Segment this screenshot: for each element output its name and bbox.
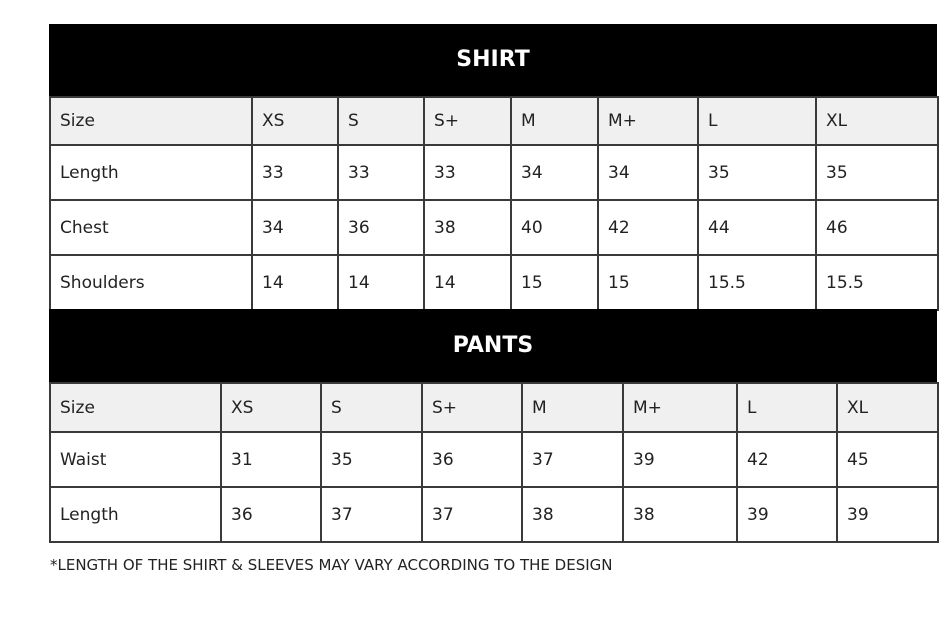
table-cell: 34 <box>251 199 339 256</box>
table-cell: M+ <box>622 382 738 433</box>
header-row: Size XS S S+ M M+ L XL <box>49 382 939 433</box>
table-cell: 36 <box>421 431 523 488</box>
table-cell: 37 <box>421 486 523 543</box>
table-cell: 40 <box>510 199 599 256</box>
table-cell: 34 <box>510 144 599 201</box>
pants-size-table: PANTS Size XS S S+ M M+ L XL Waist 31 35 36 37 39 42 45… <box>49 309 939 543</box>
row-label: Shoulders <box>49 254 253 311</box>
table-cell: 14 <box>337 254 425 311</box>
shirt-title: SHIRT <box>49 24 937 96</box>
table-cell: 38 <box>521 486 624 543</box>
table-cell: 15 <box>597 254 699 311</box>
table-cell: XS <box>220 382 322 433</box>
table-row: Length 36 37 37 38 38 39 39 <box>49 486 939 543</box>
table-cell: XL <box>836 382 939 433</box>
table-cell: 34 <box>597 144 699 201</box>
table-cell: 33 <box>337 144 425 201</box>
table-cell: 15.5 <box>815 254 939 311</box>
table-cell: 38 <box>423 199 512 256</box>
table-cell: L <box>736 382 838 433</box>
table-cell: S <box>337 96 425 146</box>
shirt-size-table: SHIRT Size XS S S+ M M+ L XL Length 33 33 33 34 34 35 3… <box>49 24 939 311</box>
table-cell: S <box>320 382 423 433</box>
shirt-table: Size XS S S+ M M+ L XL Length 33 33 33 34 34 35 35 Chest… <box>49 96 939 311</box>
table-cell: M <box>521 382 624 433</box>
row-label: Length <box>49 486 222 543</box>
table-cell: 15.5 <box>697 254 817 311</box>
table-cell: 46 <box>815 199 939 256</box>
row-label: Chest <box>49 199 253 256</box>
table-cell: 36 <box>220 486 322 543</box>
table-cell: M <box>510 96 599 146</box>
row-label: Waist <box>49 431 222 488</box>
table-cell: 44 <box>697 199 817 256</box>
table-cell: S+ <box>423 96 512 146</box>
pants-title: PANTS <box>49 309 937 382</box>
table-cell: 45 <box>836 431 939 488</box>
row-label: Length <box>49 144 253 201</box>
table-cell: 14 <box>423 254 512 311</box>
table-cell: S+ <box>421 382 523 433</box>
table-row: Waist 31 35 36 37 39 42 45 <box>49 431 939 488</box>
table-cell: 31 <box>220 431 322 488</box>
table-cell: 35 <box>697 144 817 201</box>
table-cell: 39 <box>736 486 838 543</box>
footnote: *LENGTH OF THE SHIRT & SLEEVES MAY VARY … <box>50 556 613 574</box>
table-cell: 37 <box>320 486 423 543</box>
row-label: Size <box>49 96 253 146</box>
table-cell: M+ <box>597 96 699 146</box>
table-cell: 35 <box>320 431 423 488</box>
table-row: Length 33 33 33 34 34 35 35 <box>49 144 939 201</box>
table-cell: 42 <box>736 431 838 488</box>
table-cell: L <box>697 96 817 146</box>
table-cell: 42 <box>597 199 699 256</box>
table-cell: 15 <box>510 254 599 311</box>
table-cell: 33 <box>423 144 512 201</box>
table-row: Chest 34 36 38 40 42 44 46 <box>49 199 939 256</box>
table-cell: 33 <box>251 144 339 201</box>
table-cell: XS <box>251 96 339 146</box>
header-row: Size XS S S+ M M+ L XL <box>49 96 939 146</box>
table-cell: 35 <box>815 144 939 201</box>
table-cell: 39 <box>836 486 939 543</box>
table-cell: 39 <box>622 431 738 488</box>
row-label: Size <box>49 382 222 433</box>
table-row: Shoulders 14 14 14 15 15 15.5 15.5 <box>49 254 939 311</box>
table-cell: 38 <box>622 486 738 543</box>
pants-table: Size XS S S+ M M+ L XL Waist 31 35 36 37 39 42 45 Length… <box>49 382 939 543</box>
table-cell: 36 <box>337 199 425 256</box>
table-cell: 37 <box>521 431 624 488</box>
table-cell: XL <box>815 96 939 146</box>
table-cell: 14 <box>251 254 339 311</box>
